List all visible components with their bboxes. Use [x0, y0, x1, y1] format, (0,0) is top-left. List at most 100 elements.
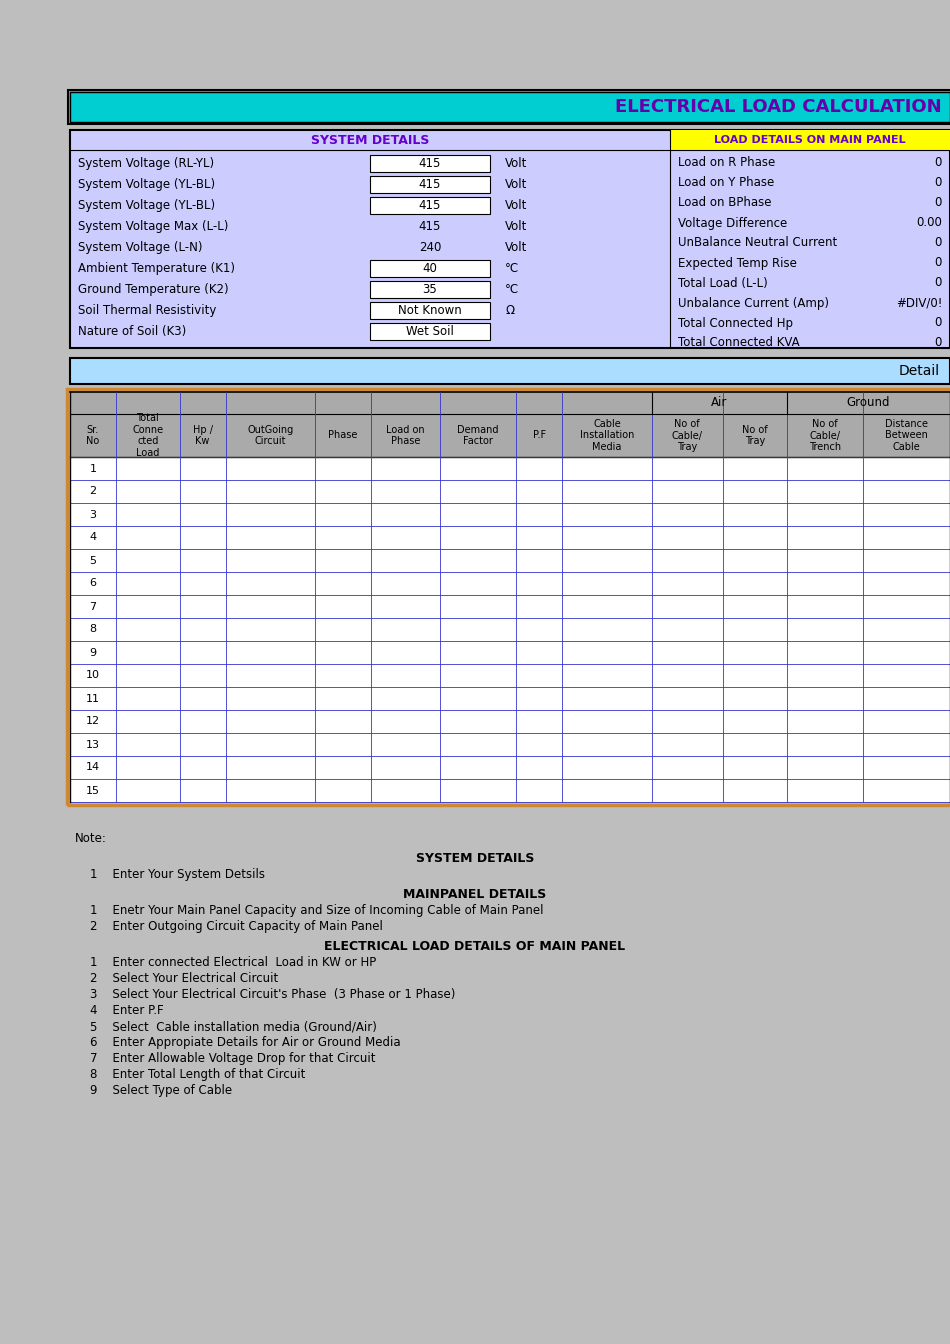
- Text: °C: °C: [505, 284, 519, 296]
- Text: 415: 415: [419, 199, 441, 212]
- Text: ELECTRICAL LOAD CALCULATION: ELECTRICAL LOAD CALCULATION: [616, 98, 942, 116]
- Text: 13: 13: [86, 739, 100, 750]
- Bar: [70, 618, 950, 641]
- Text: System Voltage (YL-BL): System Voltage (YL-BL): [78, 177, 215, 191]
- Text: Volt: Volt: [505, 241, 527, 254]
- Text: System Voltage (YL-BL): System Voltage (YL-BL): [78, 199, 215, 212]
- Text: 8    Enter Total Length of that Circuit: 8 Enter Total Length of that Circuit: [75, 1068, 305, 1081]
- Bar: [70, 503, 950, 526]
- Bar: [370, 259, 490, 277]
- Text: 0: 0: [935, 257, 942, 270]
- Text: 0: 0: [935, 336, 942, 349]
- Bar: [70, 526, 950, 548]
- Text: Ground: Ground: [846, 396, 890, 410]
- Bar: [70, 687, 950, 710]
- Text: Volt: Volt: [505, 220, 527, 233]
- Text: Distance
Between
Cable: Distance Between Cable: [885, 419, 928, 452]
- Text: #DIV/0!: #DIV/0!: [896, 297, 942, 309]
- Bar: [370, 176, 490, 194]
- Text: 11: 11: [86, 694, 100, 703]
- Text: Ω: Ω: [505, 304, 514, 317]
- Text: SYSTEM DETAILS: SYSTEM DETAILS: [311, 133, 429, 146]
- Bar: [70, 358, 950, 384]
- Bar: [70, 548, 950, 573]
- Text: Volt: Volt: [505, 199, 527, 212]
- Text: 0: 0: [935, 237, 942, 250]
- Text: 40: 40: [423, 262, 437, 276]
- Text: 10: 10: [86, 671, 100, 680]
- Text: Phase: Phase: [329, 430, 357, 441]
- Bar: [70, 641, 950, 664]
- Bar: [670, 130, 950, 151]
- Text: System Voltage (L-N): System Voltage (L-N): [78, 241, 202, 254]
- Bar: [70, 480, 950, 503]
- Text: No of
Cable/
Trench: No of Cable/ Trench: [809, 419, 841, 452]
- Text: 3: 3: [89, 509, 97, 520]
- Bar: [68, 90, 950, 124]
- Text: Total Connected Hp: Total Connected Hp: [678, 316, 793, 329]
- Bar: [70, 130, 950, 348]
- Bar: [70, 392, 950, 457]
- Text: 5    Select  Cable installation media (Ground/Air): 5 Select Cable installation media (Groun…: [75, 1020, 377, 1034]
- Text: Soil Thermal Resistivity: Soil Thermal Resistivity: [78, 304, 217, 317]
- Text: Ground Temperature (K2): Ground Temperature (K2): [78, 284, 229, 296]
- Text: SYSTEM DETAILS: SYSTEM DETAILS: [416, 852, 534, 866]
- Text: LOAD DETAILS ON MAIN PANEL: LOAD DETAILS ON MAIN PANEL: [714, 134, 905, 145]
- Text: 8: 8: [89, 625, 97, 634]
- Text: System Voltage Max (L-L): System Voltage Max (L-L): [78, 220, 228, 233]
- Text: Detail: Detail: [899, 364, 940, 378]
- Text: Total Connected KVA: Total Connected KVA: [678, 336, 800, 349]
- Text: MAINPANEL DETAILS: MAINPANEL DETAILS: [404, 888, 546, 900]
- Text: 240: 240: [419, 241, 441, 254]
- Text: P.F: P.F: [533, 430, 546, 441]
- Text: Sr.
No: Sr. No: [86, 425, 100, 446]
- Text: Load on Y Phase: Load on Y Phase: [678, 176, 774, 190]
- Text: Ambient Temperature (K1): Ambient Temperature (K1): [78, 262, 235, 276]
- Bar: [70, 457, 950, 480]
- Text: 14: 14: [86, 762, 100, 773]
- Text: Nature of Soil (K3): Nature of Soil (K3): [78, 325, 186, 337]
- Text: Volt: Volt: [505, 157, 527, 169]
- Text: 415: 415: [419, 177, 441, 191]
- Text: 4    Enter P.F: 4 Enter P.F: [75, 1004, 163, 1017]
- Bar: [370, 302, 490, 319]
- Text: 0: 0: [935, 316, 942, 329]
- Text: Load on
Phase: Load on Phase: [386, 425, 425, 446]
- Text: No of
Cable/
Tray: No of Cable/ Tray: [672, 419, 703, 452]
- Text: Cable
Installation
Media: Cable Installation Media: [580, 419, 634, 452]
- Text: 0: 0: [935, 156, 942, 169]
- Text: Total Load (L-L): Total Load (L-L): [678, 277, 768, 289]
- Text: Total
Conne
cted
Load: Total Conne cted Load: [132, 413, 163, 458]
- Text: 1: 1: [89, 464, 97, 473]
- Text: No of
Tray: No of Tray: [742, 425, 768, 446]
- Text: UnBalance Neutral Current: UnBalance Neutral Current: [678, 237, 837, 250]
- Bar: [70, 710, 950, 732]
- Bar: [370, 198, 490, 214]
- Text: 35: 35: [423, 284, 437, 296]
- Text: 9: 9: [89, 648, 97, 657]
- Text: Air: Air: [711, 396, 728, 410]
- Text: 0: 0: [935, 196, 942, 210]
- Text: Load on R Phase: Load on R Phase: [678, 156, 775, 169]
- Text: 1    Enter Your System Detsils: 1 Enter Your System Detsils: [75, 868, 265, 882]
- Text: 12: 12: [86, 716, 100, 727]
- Text: Wet Soil: Wet Soil: [406, 325, 454, 337]
- Text: Voltage Difference: Voltage Difference: [678, 216, 788, 230]
- Text: OutGoing
Circuit: OutGoing Circuit: [247, 425, 294, 446]
- Bar: [70, 780, 950, 802]
- Text: 1    Enetr Your Main Panel Capacity and Size of Incoming Cable of Main Panel: 1 Enetr Your Main Panel Capacity and Siz…: [75, 905, 543, 917]
- Bar: [70, 595, 950, 618]
- Text: 15: 15: [86, 785, 100, 796]
- Text: Expected Temp Rise: Expected Temp Rise: [678, 257, 797, 270]
- Text: 0: 0: [935, 176, 942, 190]
- Text: 2    Enter Outgoing Circuit Capacity of Main Panel: 2 Enter Outgoing Circuit Capacity of Mai…: [75, 921, 383, 933]
- Text: Volt: Volt: [505, 177, 527, 191]
- Text: Not Known: Not Known: [398, 304, 462, 317]
- Bar: [70, 755, 950, 780]
- Text: 2: 2: [89, 487, 97, 496]
- Bar: [70, 732, 950, 755]
- Bar: [370, 323, 490, 340]
- Text: °C: °C: [505, 262, 519, 276]
- Text: 415: 415: [419, 157, 441, 169]
- Text: Note:: Note:: [75, 832, 106, 845]
